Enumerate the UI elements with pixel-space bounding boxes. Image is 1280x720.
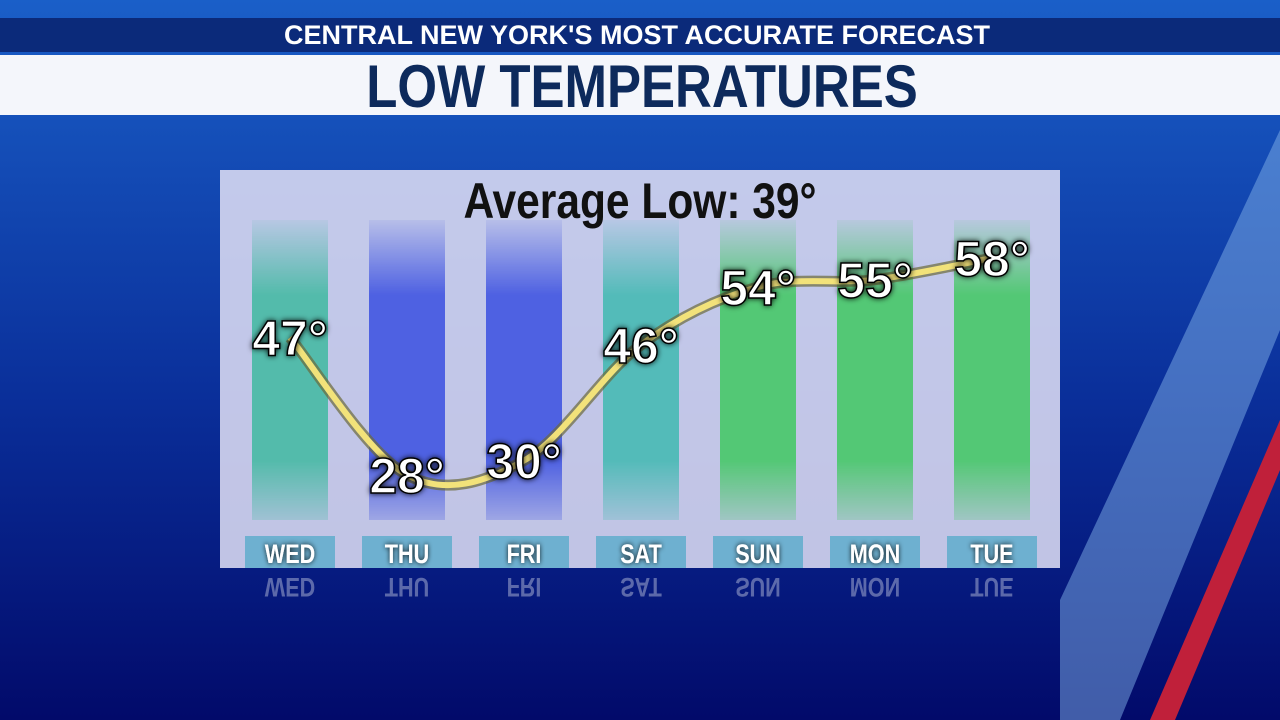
label-strip bbox=[362, 536, 452, 568]
label-strip bbox=[713, 536, 803, 568]
day-label-reflection: SAT bbox=[620, 571, 662, 601]
value-label: 54° bbox=[720, 260, 796, 316]
label-strip bbox=[596, 536, 686, 568]
value-label: 47° bbox=[252, 311, 328, 367]
day-column bbox=[720, 220, 796, 520]
value-label: 28° bbox=[369, 448, 445, 504]
day-column bbox=[837, 220, 913, 520]
day-label-reflection: WED bbox=[265, 571, 315, 601]
chart-title: LOW TEMPERATURES bbox=[366, 53, 917, 120]
day-label-reflection: SUN bbox=[735, 571, 781, 601]
day-label-reflection: TUE bbox=[970, 571, 1013, 601]
day-label-reflection: THU bbox=[385, 571, 429, 601]
label-strip bbox=[479, 536, 569, 568]
value-label: 58° bbox=[954, 231, 1030, 287]
title-bar bbox=[0, 55, 1280, 115]
sky-panel bbox=[1060, 130, 1280, 720]
day-column bbox=[954, 220, 1030, 520]
accent-stripe bbox=[1150, 420, 1280, 720]
day-label: SAT bbox=[620, 540, 662, 570]
day-label: MON bbox=[850, 540, 900, 570]
day-label: FRI bbox=[507, 540, 542, 570]
label-strip bbox=[830, 536, 920, 568]
temperature-line bbox=[287, 255, 993, 489]
day-label: SUN bbox=[735, 540, 781, 570]
header-text: CENTRAL NEW YORK'S MOST ACCURATE FORECAS… bbox=[284, 20, 990, 50]
day-label-reflection: MON bbox=[850, 571, 900, 601]
label-strip bbox=[947, 536, 1037, 568]
day-label-reflection: FRI bbox=[507, 571, 542, 601]
value-label: 55° bbox=[837, 253, 913, 309]
chart-subtitle: Average Low: 39° bbox=[463, 173, 816, 229]
label-strip bbox=[245, 536, 335, 568]
day-label: THU bbox=[385, 540, 429, 570]
day-label: TUE bbox=[970, 540, 1013, 570]
day-label: WED bbox=[265, 540, 315, 570]
value-label: 30° bbox=[486, 434, 562, 490]
header-bar bbox=[0, 18, 1280, 52]
value-label: 46° bbox=[603, 318, 679, 374]
